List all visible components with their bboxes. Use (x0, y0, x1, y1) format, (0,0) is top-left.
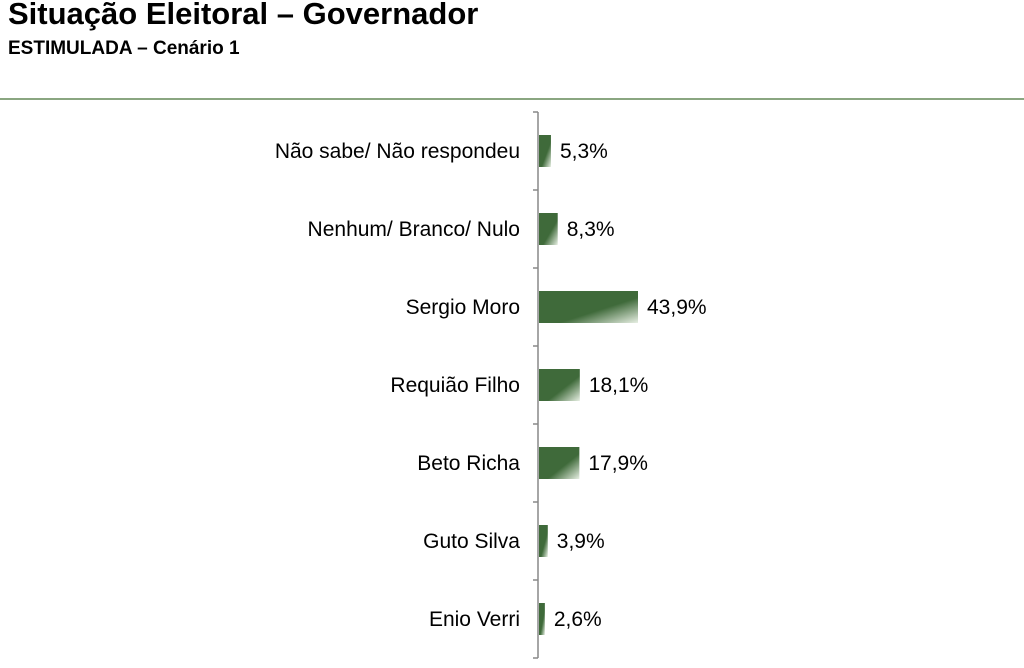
value-label: 17,9% (588, 452, 648, 475)
category-label: Sergio Moro (406, 296, 520, 319)
bar (539, 603, 545, 635)
bar (539, 135, 551, 167)
value-label: 3,9% (557, 530, 605, 553)
value-label: 43,9% (647, 296, 707, 319)
page-title: Situação Eleitoral – Governador (8, 0, 479, 31)
category-label: Guto Silva (423, 530, 520, 553)
header-divider (0, 98, 1024, 100)
category-label: Enio Verri (429, 608, 520, 631)
category-label: Não sabe/ Não respondeu (275, 140, 520, 163)
bar (539, 291, 638, 323)
bar (539, 213, 558, 245)
value-label: 8,3% (567, 218, 615, 241)
category-label: Beto Richa (417, 452, 520, 475)
category-label: Requião Filho (390, 374, 520, 397)
value-label: 18,1% (589, 374, 649, 397)
value-label: 5,3% (560, 140, 608, 163)
bars-group (539, 135, 638, 635)
bar (539, 369, 580, 401)
value-label: 2,6% (554, 608, 602, 631)
bar (539, 525, 548, 557)
axis-group (533, 111, 539, 659)
bar (539, 447, 580, 479)
category-label: Nenhum/ Branco/ Nulo (308, 218, 520, 241)
labels-group: Não sabe/ Não respondeu 5,3% Nenhum/ Branc… (275, 140, 707, 631)
page-subtitle: ESTIMULADA – Cenário 1 (8, 38, 240, 59)
